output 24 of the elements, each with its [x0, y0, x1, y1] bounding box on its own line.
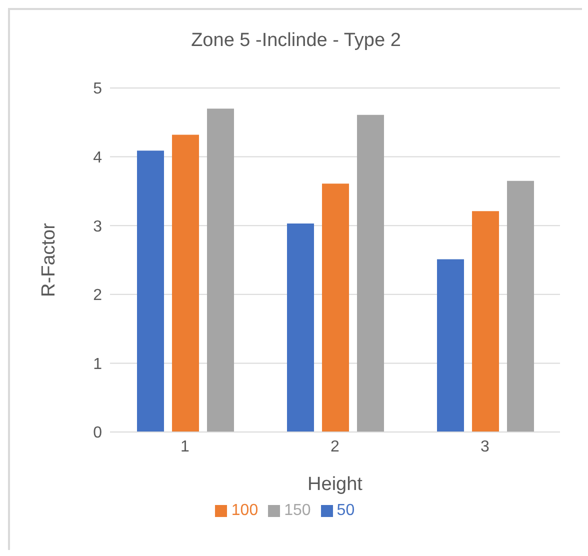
legend-label: 150 — [284, 502, 311, 519]
legend-label: 100 — [231, 502, 258, 519]
legend-label: 50 — [336, 502, 355, 519]
bar — [287, 224, 314, 432]
y-axis-title: R-Factor — [38, 222, 60, 297]
x-axis-title: Height — [308, 474, 364, 495]
bar — [357, 114, 384, 432]
bar — [437, 259, 464, 432]
y-tick-label: 5 — [93, 80, 102, 98]
x-tick-label: 1 — [180, 438, 190, 456]
y-tick-label: 4 — [93, 149, 102, 166]
bar — [172, 134, 199, 432]
bar — [472, 211, 499, 432]
bar — [207, 108, 234, 432]
x-tick-label: 2 — [330, 438, 340, 456]
bar — [137, 150, 164, 432]
y-tick-label: 1 — [93, 356, 102, 373]
y-tick-label: 0 — [93, 424, 102, 442]
bar — [507, 180, 534, 432]
bar — [322, 184, 349, 432]
chart-title: Zone 5 -Inclinde - Type 2 — [190, 30, 402, 52]
y-tick-label: 2 — [93, 287, 102, 304]
y-tick-label: 3 — [93, 218, 102, 236]
x-tick-label: 3 — [480, 438, 490, 456]
